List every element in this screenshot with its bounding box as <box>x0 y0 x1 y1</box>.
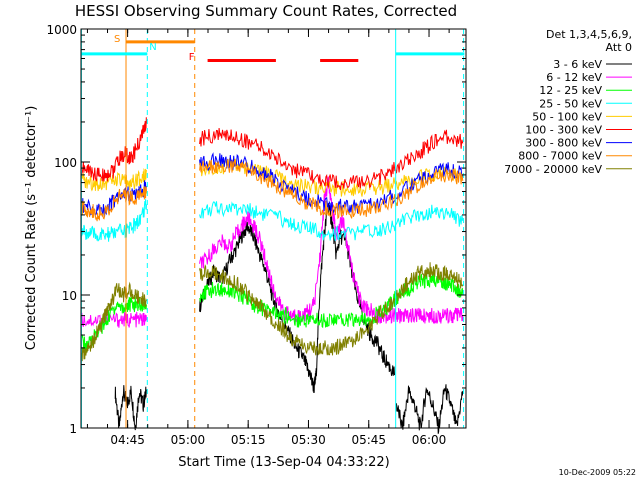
y-tick-label: 10 <box>62 289 77 303</box>
series-25-50-kev <box>81 199 464 242</box>
flag-labels: S N F <box>114 34 195 63</box>
series-line <box>199 159 464 220</box>
legend-label: 6 - 12 keV <box>546 71 602 84</box>
series-7000-20000-kev <box>81 262 464 362</box>
series-line <box>199 200 464 242</box>
x-tick-label: 05:30 <box>291 433 326 447</box>
series-line <box>396 384 464 434</box>
x-axis: 04:45 05:00 05:15 05:30 05:45 06:00 <box>86 29 450 447</box>
chart-title: HESSI Observing Summary Count Rates, Cor… <box>75 2 457 20</box>
series-line <box>199 152 464 215</box>
flag-f-label: F <box>189 52 195 63</box>
series-line <box>81 281 147 362</box>
series-800-7000-kev <box>81 159 464 222</box>
legend-title: Det 1,3,4,5,6,9, <box>546 28 632 41</box>
y-axis-label: Corrected Count Rate (s⁻¹ detector⁻¹) <box>24 106 39 351</box>
series-line <box>81 117 147 182</box>
series-line <box>199 262 464 356</box>
series-line <box>81 186 147 222</box>
legend-label: 3 - 6 keV <box>553 58 602 71</box>
flag-n-label: N <box>149 42 156 53</box>
x-tick-label: 05:00 <box>171 433 206 447</box>
x-tick-label: 05:45 <box>351 433 386 447</box>
legend-label: 7000 - 20000 keV <box>504 163 602 176</box>
series-layer <box>81 117 464 434</box>
x-tick-label: 06:00 <box>412 433 447 447</box>
legend-label: 12 - 25 keV <box>539 84 602 97</box>
legend-label: 800 - 7000 keV <box>518 150 602 163</box>
series-line <box>81 311 147 328</box>
y-tick-label: 1000 <box>46 23 77 37</box>
plot-frame <box>80 28 467 429</box>
x-tick-label: 04:45 <box>110 433 145 447</box>
legend-label: 50 - 100 keV <box>532 110 602 123</box>
x-axis-label: Start Time (13-Sep-04 04:33:22) <box>178 455 389 470</box>
series-line <box>199 203 395 394</box>
legend-label: 300 - 800 keV <box>525 137 602 150</box>
flag-s-label: S <box>114 34 120 45</box>
series-line <box>114 385 147 431</box>
attenuator-bars <box>81 40 465 62</box>
legend-label: 100 - 300 keV <box>525 124 602 137</box>
legend-subtitle: Att 0 <box>606 41 632 54</box>
y-tick-label: 1 <box>69 422 77 436</box>
reference-lines <box>80 29 465 428</box>
legend-label: 25 - 50 keV <box>539 97 602 110</box>
series-line <box>81 199 147 242</box>
x-tick-label: 05:15 <box>231 433 266 447</box>
y-tick-label: 100 <box>54 156 77 170</box>
series-100-300-kev <box>81 117 464 191</box>
y-axis: 1 10 100 1000 <box>46 23 466 436</box>
series-line <box>199 127 464 191</box>
plot-area: S N F 04:45 05:00 05:15 05:30 05:45 06:00 1 10 10… <box>46 23 467 447</box>
timestamp: 10-Dec-2009 05:22 <box>559 468 636 477</box>
